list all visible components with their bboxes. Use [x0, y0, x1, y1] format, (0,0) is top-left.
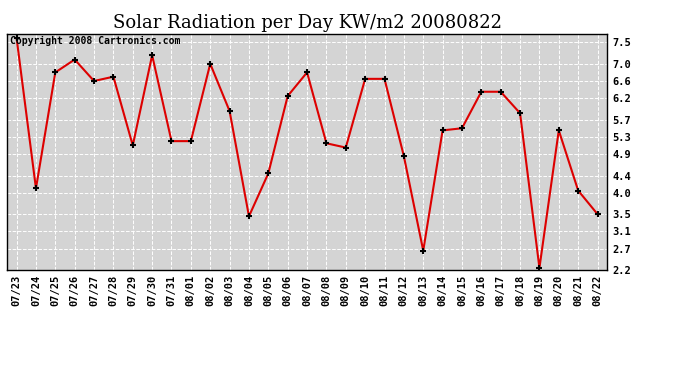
Text: Copyright 2008 Cartronics.com: Copyright 2008 Cartronics.com [10, 36, 180, 46]
Title: Solar Radiation per Day KW/m2 20080822: Solar Radiation per Day KW/m2 20080822 [112, 14, 502, 32]
